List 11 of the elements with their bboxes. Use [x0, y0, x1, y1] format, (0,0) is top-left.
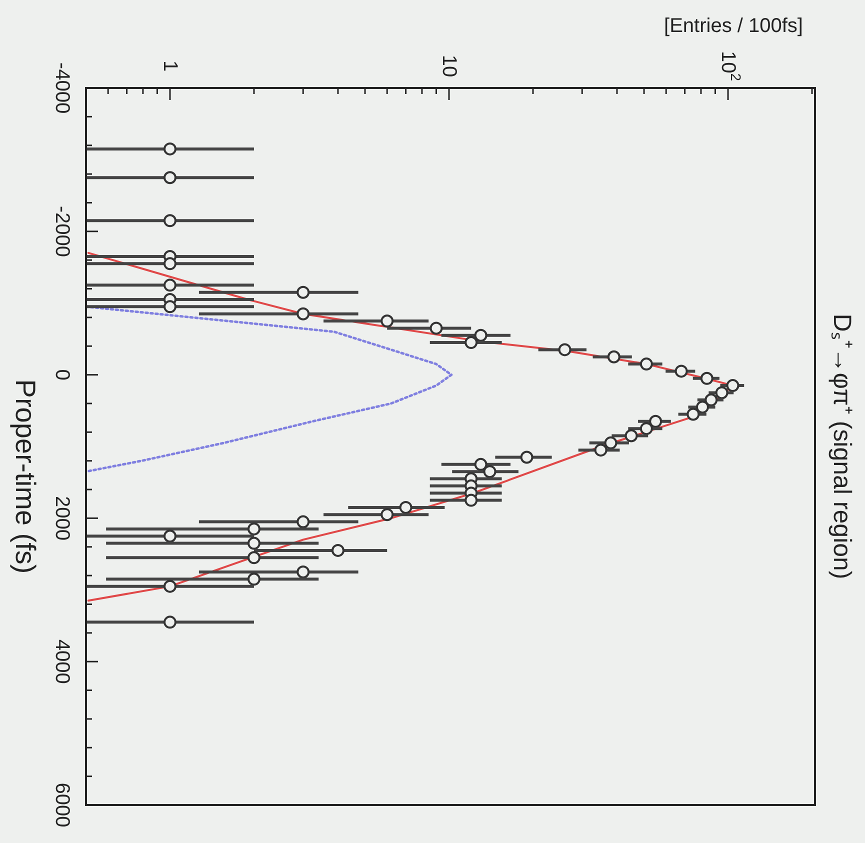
y-tick-label: 4000: [51, 639, 73, 684]
y-tick-label: 6000: [51, 782, 73, 828]
y-tick-label: 0: [51, 369, 73, 380]
y-tick-label: -2000: [51, 206, 73, 257]
y-tick-label: -4000: [51, 62, 73, 114]
x-tick-label: 10: [438, 54, 460, 78]
x-tick-label: 1: [158, 60, 181, 72]
x-axis-title: [Entries / 100fs]: [664, 15, 803, 37]
y-axis-title: Proper-time (fs): [10, 379, 42, 574]
y-tick-label: 2000: [51, 496, 73, 540]
text: Dₛ⁺→φπ⁺ (signal region): [828, 314, 856, 580]
